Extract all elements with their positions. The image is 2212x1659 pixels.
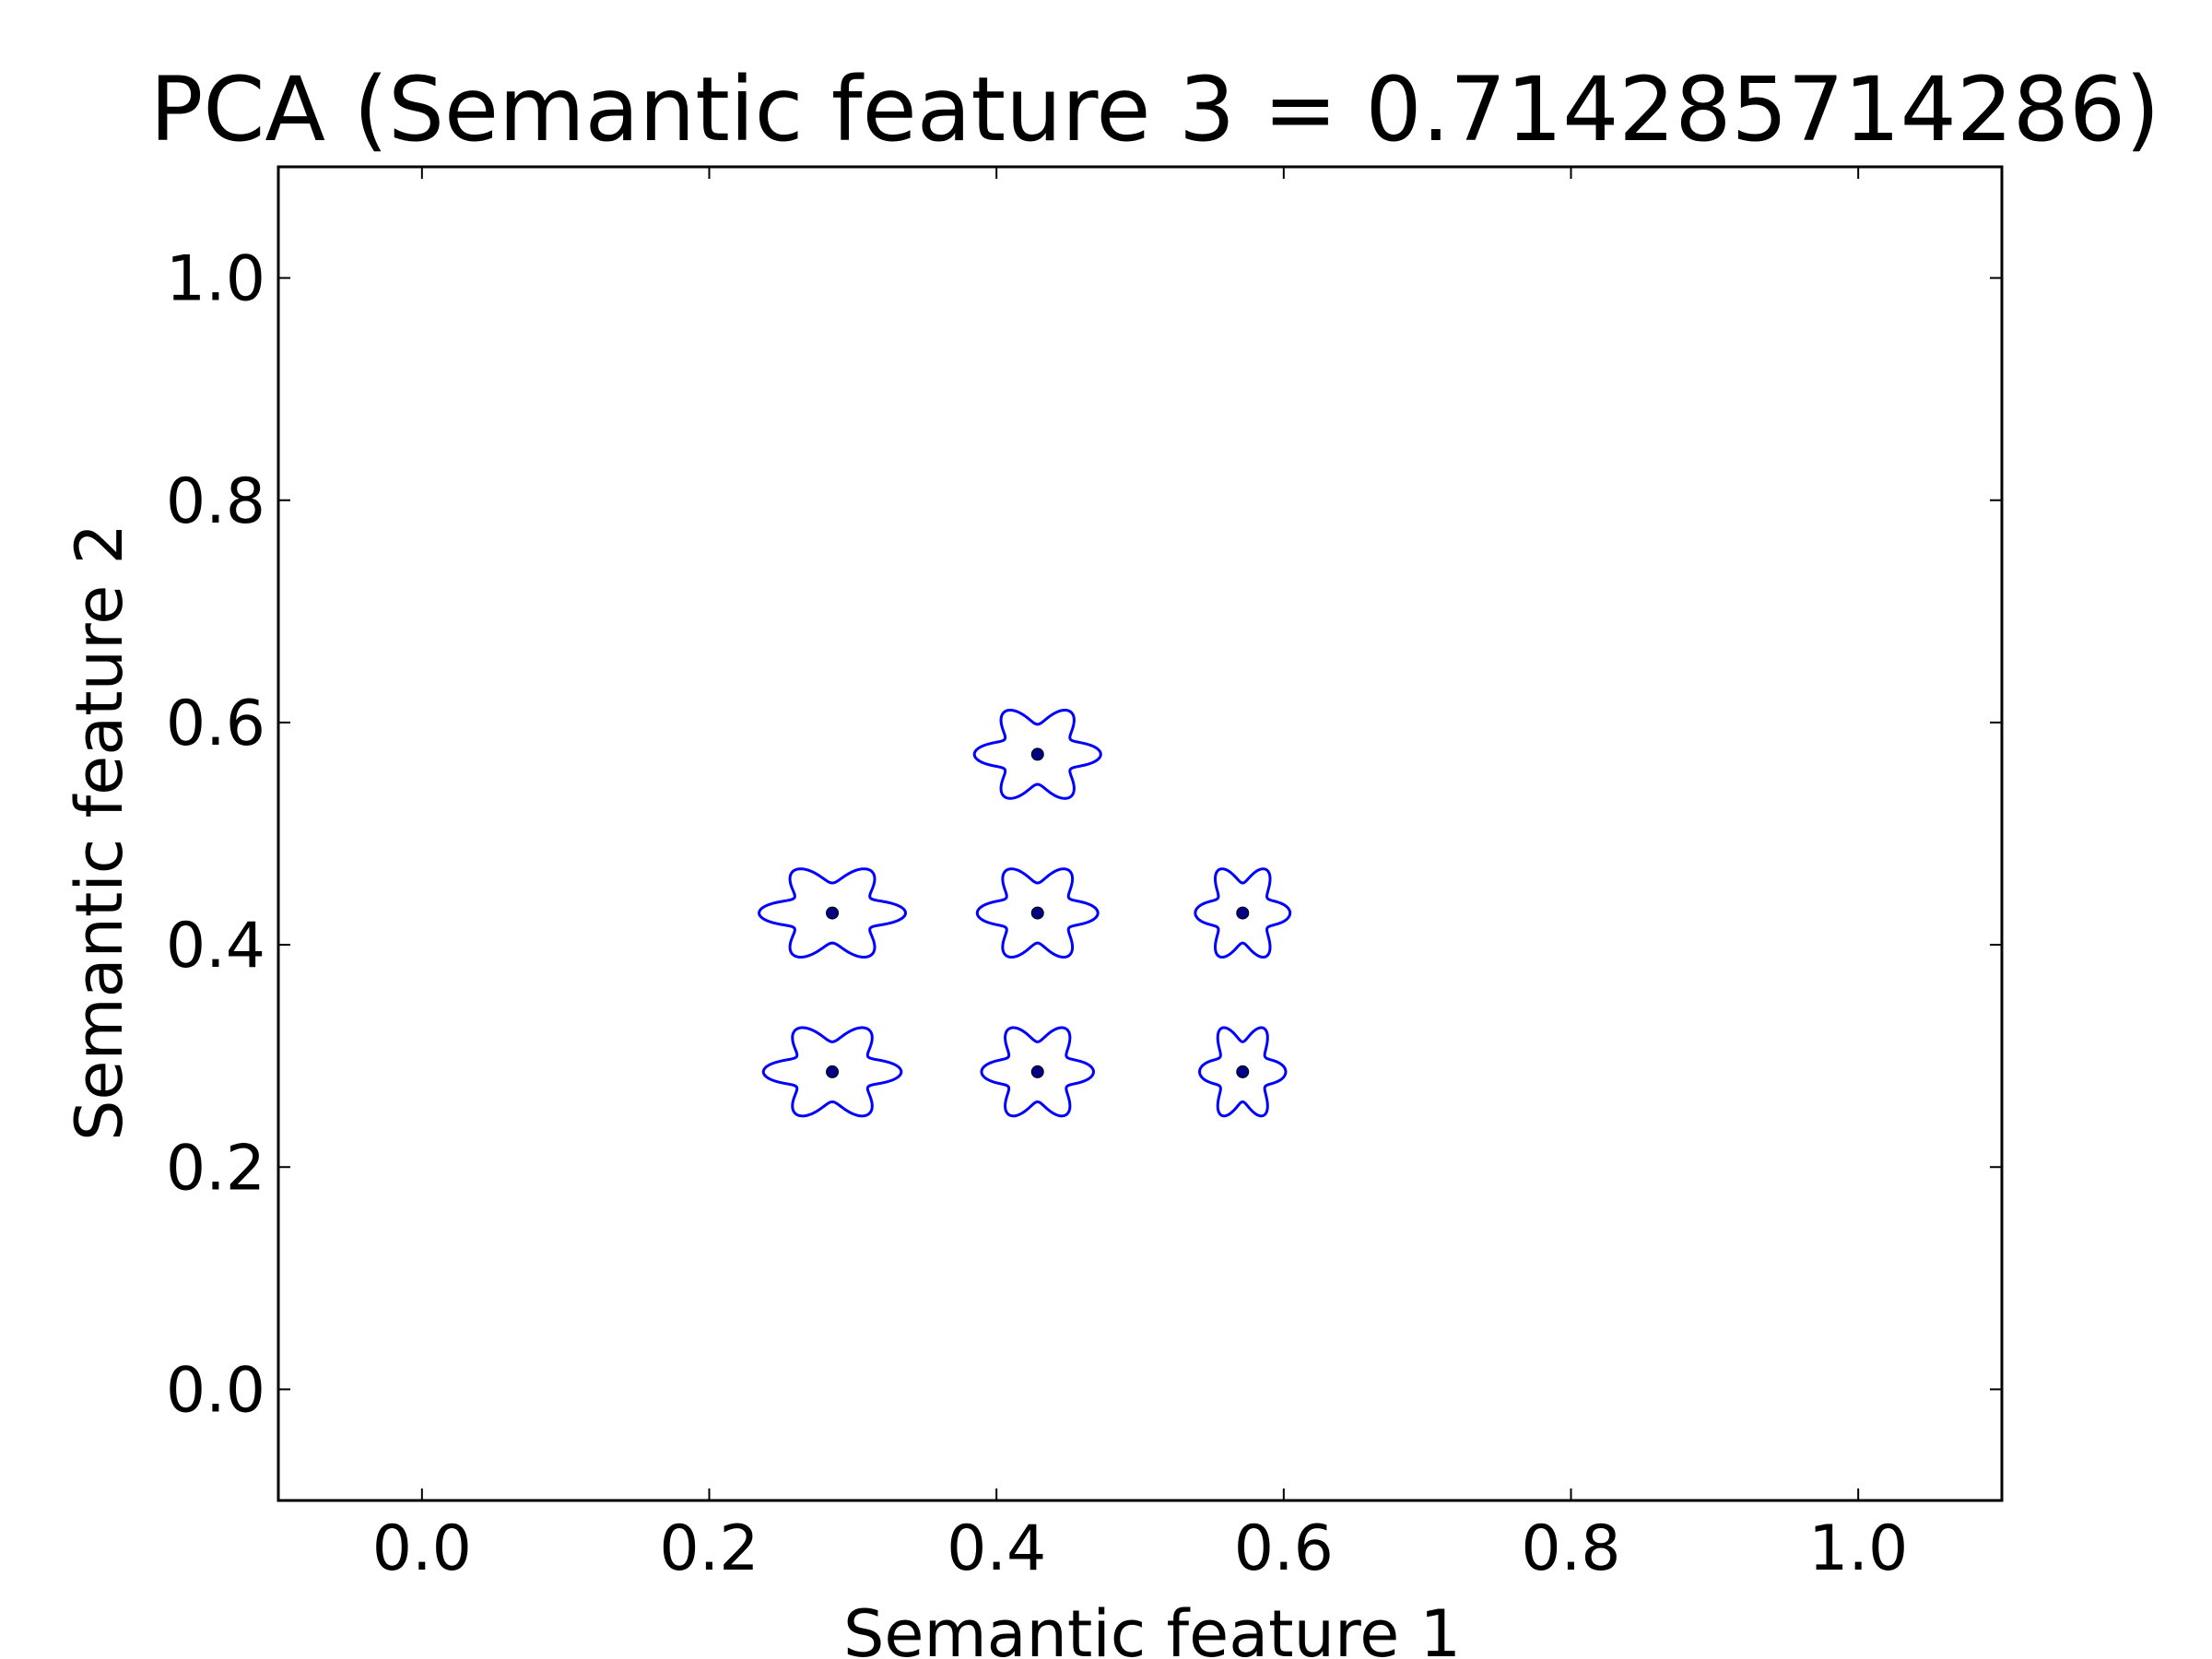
x-tick-label: 0.8: [1521, 1512, 1620, 1585]
y-axis-label: Semantic feature 2: [62, 524, 137, 1141]
y-tick-label: 0.4: [166, 910, 265, 982]
tick-layer: 0.0 0.2 0.4 0.6 0.8 1.0 0.0 0.2 0.4 0.6 0.8 1.0: [166, 167, 2002, 1585]
data-point: [826, 1065, 840, 1078]
x-tick-label: 0.4: [947, 1512, 1046, 1585]
density-contour: [972, 708, 1102, 800]
density-contour: [980, 1026, 1096, 1118]
x-tick-label: 0.6: [1234, 1512, 1334, 1585]
y-tick-label: 0.6: [166, 688, 265, 760]
x-tick-label: 0.2: [659, 1512, 759, 1585]
plot-frame: [276, 165, 2004, 1502]
y-tick-label: 0.0: [166, 1354, 265, 1427]
data-point: [1030, 1065, 1044, 1078]
data-point: [1236, 906, 1250, 920]
x-tick-label: 0.0: [372, 1512, 472, 1585]
x-tick-label: 1.0: [1808, 1512, 1908, 1585]
data-point: [1030, 906, 1044, 920]
plot-area: [276, 165, 2004, 1502]
density-contour: [761, 1026, 903, 1118]
point-layer: [826, 747, 1250, 1078]
density-contour: [975, 867, 1100, 959]
chart-title: PCA (Semantic feature 3 = 0.714285714286…: [150, 58, 2160, 161]
y-tick-label: 0.8: [166, 465, 265, 538]
density-contour: [1194, 867, 1292, 959]
y-tick-label: 0.2: [166, 1132, 265, 1205]
data-point: [1236, 1065, 1250, 1078]
x-axis-label: Semantic feature 1: [843, 1596, 1461, 1659]
data-point: [826, 906, 840, 920]
density-contour: [1198, 1026, 1288, 1118]
y-tick-label: 1.0: [166, 243, 265, 316]
contour-layer: [758, 708, 1292, 1118]
density-contour: [758, 867, 908, 959]
data-point: [1030, 747, 1044, 761]
